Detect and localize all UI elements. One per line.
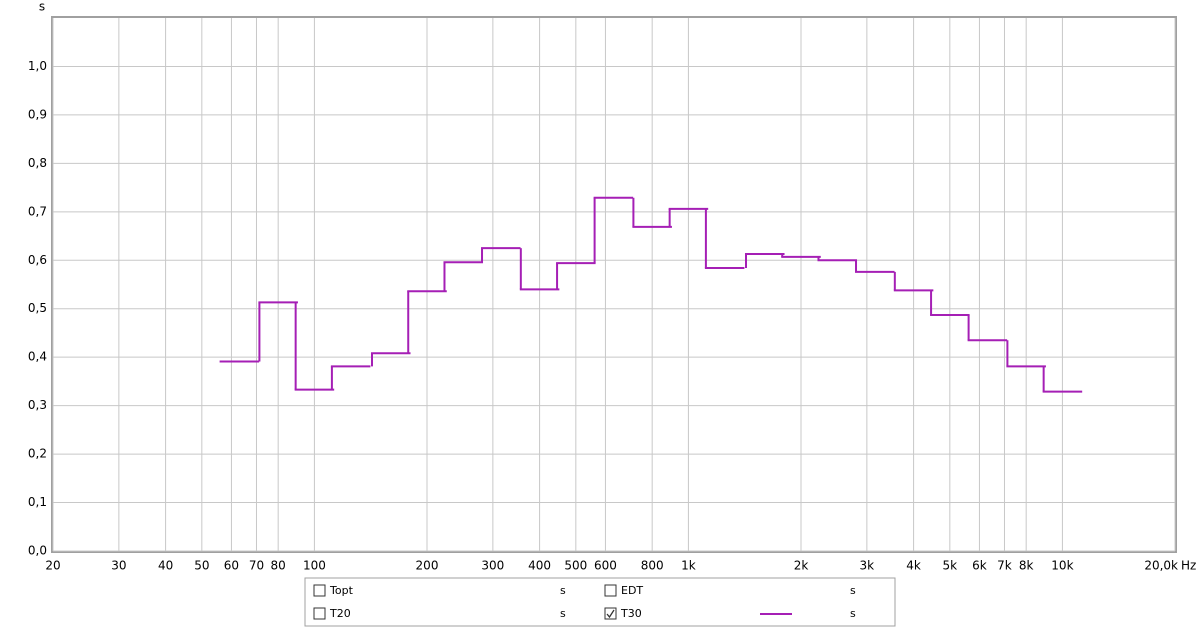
legend-unit: s <box>560 584 566 597</box>
x-tick-label: 8k <box>1019 559 1034 573</box>
legend-label: Topt <box>329 584 354 597</box>
checkbox[interactable] <box>604 607 617 620</box>
legend-unit: s <box>850 584 856 597</box>
checkbox[interactable] <box>313 584 326 597</box>
x-tick-label: 6k <box>972 559 987 573</box>
x-tick-label: 5k <box>943 559 958 573</box>
x-tick-label: 60 <box>224 559 239 573</box>
x-tick-label: 500 <box>564 559 587 573</box>
x-tick-label: 200 <box>416 559 439 573</box>
x-tick-label: 70 <box>249 559 264 573</box>
y-tick-label: 0,1 <box>28 495 47 509</box>
x-tick-label: 3k <box>860 559 875 573</box>
y-tick-label: 0,9 <box>28 107 47 121</box>
x-tick-label: 600 <box>594 559 617 573</box>
x-tick-label: 100 <box>303 559 326 573</box>
y-tick-label: 0,6 <box>28 253 47 267</box>
plot-frame <box>51 16 1177 553</box>
legend-unit: s <box>560 607 566 620</box>
y-tick-label: 0,8 <box>28 156 47 170</box>
x-axis-label: Hz <box>1181 559 1196 573</box>
x-tick-label: 10k <box>1051 559 1073 573</box>
x-tick-label: 40 <box>158 559 173 573</box>
x-tick-label: 2k <box>794 559 809 573</box>
legend: Topt s EDT s T20 s T30 s <box>313 584 856 620</box>
x-tick-label: 7k <box>997 559 1012 573</box>
y-axis-label: s <box>39 0 45 14</box>
y-tick-label: 0,4 <box>28 350 47 364</box>
legend-label: T20 <box>329 607 351 620</box>
y-tick-label: 0,5 <box>28 301 47 315</box>
x-tick-label: 800 <box>641 559 664 573</box>
legend-unit: s <box>850 607 856 620</box>
x-tick-label: 20 <box>45 559 60 573</box>
legend-box <box>304 577 896 627</box>
legend-label: T30 <box>620 607 642 620</box>
y-tick-label: 0,0 <box>28 544 47 558</box>
checkbox[interactable] <box>313 607 326 620</box>
y-tick-label: 1,0 <box>28 59 47 73</box>
x-tick-label: 30 <box>111 559 126 573</box>
y-tick-label: 0,2 <box>28 447 47 461</box>
y-tick-label: 0,7 <box>28 204 47 218</box>
x-tick-label: 300 <box>481 559 504 573</box>
checkmark <box>606 609 615 619</box>
x-tick-label: 400 <box>528 559 551 573</box>
legend-label: EDT <box>621 584 643 597</box>
y-tick-label: 0,3 <box>28 398 47 412</box>
checkbox[interactable] <box>604 584 617 597</box>
x-tick-label: 4k <box>906 559 921 573</box>
x-tick-label: 20,0k <box>1144 559 1178 573</box>
x-tick-label: 50 <box>194 559 209 573</box>
x-tick-label: 1k <box>681 559 696 573</box>
x-tick-label: 80 <box>271 559 286 573</box>
